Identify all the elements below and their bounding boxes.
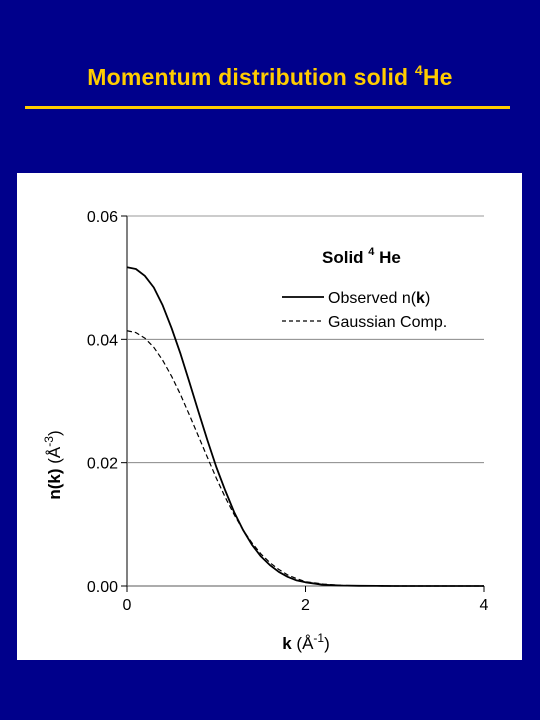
slide-title: Momentum distribution solid 4He — [0, 62, 540, 91]
title-underline — [25, 106, 510, 109]
legend-title-main: Solid — [322, 248, 368, 267]
x-axis-title-bold: k — [282, 634, 292, 653]
slide-title-end: He — [422, 64, 453, 90]
x-axis-title-unit: (Å — [292, 634, 314, 653]
legend-title-superscript: 4 — [368, 246, 375, 258]
y-axis-title-end: ) — [45, 430, 64, 436]
legend-observed-end: ) — [425, 290, 430, 307]
legend-observed-bold: k — [416, 290, 425, 307]
y-tick-label: 0.06 — [87, 209, 118, 226]
chart-legend: Solid 4 He Observed n(k) Gaussian Comp. — [282, 246, 447, 331]
chart-axes — [126, 216, 484, 587]
x-axis-title-superscript: -1 — [313, 631, 324, 645]
legend-title: Solid 4 He — [322, 246, 401, 267]
y-tick-label: 0.00 — [87, 579, 118, 596]
legend-title-end: He — [374, 248, 400, 267]
y-tick-label: 0.02 — [87, 456, 118, 473]
slide-title-main: Momentum distribution solid — [87, 64, 415, 90]
x-tick-label: 4 — [480, 597, 489, 614]
legend-label-observed: Observed n(k) — [328, 290, 430, 307]
slide-title-superscript: 4 — [414, 62, 423, 78]
legend-label-gaussian: Gaussian Comp. — [328, 314, 447, 331]
figure-panel: 0.00 0.02 0.04 0.06 0 2 4 Solid 4 He Observed … — [17, 173, 522, 660]
x-tick-label: 2 — [301, 597, 310, 614]
chart-series — [126, 266, 484, 587]
y-axis-title-bold: n(k) — [45, 468, 64, 499]
x-axis-title-end: ) — [324, 634, 330, 653]
y-tick-label: 0.04 — [87, 332, 118, 349]
y-axis-title-superscript: -3 — [42, 436, 56, 447]
momentum-chart: 0.00 0.02 0.04 0.06 0 2 4 Solid 4 He Observed … — [42, 209, 489, 653]
chart-ticks: 0.00 0.02 0.04 0.06 0 2 4 — [87, 209, 489, 614]
legend-observed-plain: Observed n( — [328, 290, 417, 307]
x-tick-label: 0 — [123, 597, 132, 614]
series-line-gaussian — [126, 330, 484, 587]
y-axis-title-unit: (Å — [45, 446, 64, 468]
y-axis-title: n(k) (Å-3) — [42, 430, 64, 499]
x-axis-title: k (Å-1) — [282, 631, 330, 653]
